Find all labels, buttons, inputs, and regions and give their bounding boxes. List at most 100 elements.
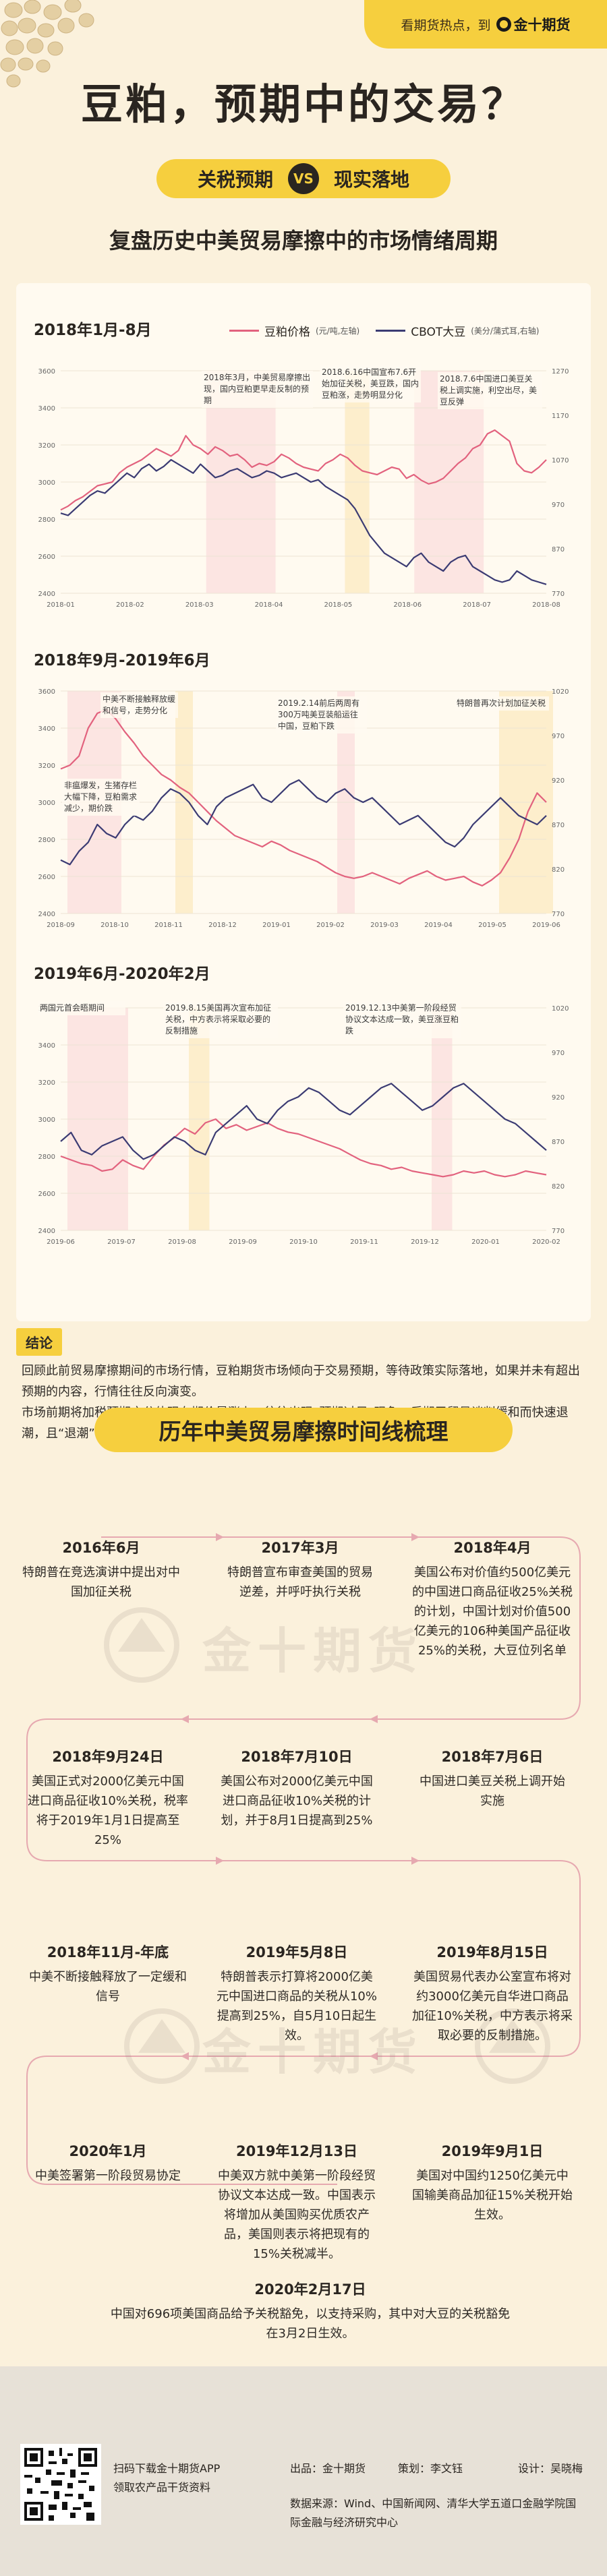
footer-data-source: 数据来源：Wind、中国新闻网、清华大学五道口金融学院国际金融与经济研究中心 bbox=[290, 2497, 577, 2529]
header: 看期货热点，到 金十期货 bbox=[0, 0, 607, 147]
x-tick-label: 2018-06 bbox=[393, 601, 422, 609]
theme-pill: 关税预期 VS 现实落地 bbox=[156, 159, 451, 198]
event-desc: 美国公布对2000亿美元中国进口商品征收10%关税的计划，并于8月1日提高到25… bbox=[221, 1774, 373, 1828]
header-tagline-bar[interactable]: 看期货热点，到 金十期货 bbox=[364, 0, 607, 49]
event-date: 2019年12月13日 bbox=[236, 2143, 357, 2159]
event-desc: 中国进口美豆关税上调开始实施 bbox=[420, 1774, 565, 1808]
y-left-tick-label: 2800 bbox=[38, 1154, 55, 1161]
app-line-1[interactable]: 扫码下载金十期货APP bbox=[113, 2462, 221, 2475]
event-date: 2017年3月 bbox=[261, 1540, 339, 1556]
annotation-text: 特朗普再次计划加征关税 bbox=[455, 696, 549, 711]
x-tick-label: 2018-07 bbox=[463, 601, 491, 609]
chart-annotation: 非瘟爆发，生猪存栏大幅下降，豆粕需求减少，期价跌 bbox=[62, 779, 140, 816]
event-date: 2020年2月17日 bbox=[254, 2281, 366, 2298]
x-tick-label: 2019-04 bbox=[424, 922, 453, 929]
event-date: 2018年11月-年底 bbox=[47, 1944, 169, 1960]
y-right-tick-label: 1270 bbox=[552, 368, 569, 376]
x-tick-label: 2020-01 bbox=[471, 1238, 500, 1246]
legend-unit-soymeal: (元/吨,左轴) bbox=[316, 326, 360, 336]
timeline-event: 2018年11月-年底 中美不断接触释放了一定缓和信号 bbox=[27, 1942, 189, 2006]
soymeal-price-line bbox=[60, 709, 547, 887]
event-desc: 美国贸易代表办公室宣布将对约3000亿美元自华进口商品加征10%关税，中方表示将… bbox=[411, 1970, 573, 2043]
pill-right-label: 现实落地 bbox=[334, 169, 410, 191]
event-desc: 特朗普表示打算将2000亿美元中国进口商品的关税从10%提高到25%，自5月10… bbox=[216, 1970, 377, 2043]
timeline-event: 2018年4月 美国公布对价值约500亿美元的中国进口商品征收25%关税的计划，… bbox=[411, 1537, 573, 1660]
timeline-event: 2016年6月 特朗普在竞选演讲中提出对中国加征关税 bbox=[20, 1537, 182, 1602]
y-right-tick-label: 820 bbox=[552, 1183, 565, 1191]
chart-2018sep-2019jun: 2400 2600 2800 3000 3200 3400 3600 770 820 870 920… bbox=[38, 688, 569, 929]
chart-annotation: 中美不断接触释放缓和信号，走势分化 bbox=[100, 692, 178, 718]
chart1-title: 2018年1月-8月 bbox=[34, 322, 152, 339]
timeline-event: 2019年5月8日 特朗普表示打算将2000亿美元中国进口商品的关税从10%提高… bbox=[216, 1942, 378, 2045]
watermark-2: 金十期货 bbox=[202, 2024, 424, 2080]
annotation-text: 2019.2.14前后两周有300万吨美豆装船运往中国，豆粕下跌 bbox=[276, 696, 367, 733]
y-left-tick-label: 3600 bbox=[38, 688, 55, 696]
qr-pattern bbox=[24, 2448, 97, 2521]
footer-credit-planner: 策划：李文钰 bbox=[398, 2462, 463, 2475]
timeline-event: 2020年2月17日 中国对696项美国商品给予关税豁免，以支持采购，其中对大豆… bbox=[108, 2279, 513, 2343]
brand-name: 金十期货 bbox=[513, 17, 571, 33]
brand-logo: 金十期货 bbox=[496, 14, 571, 34]
event-desc: 中美签署第一阶段贸易协定 bbox=[35, 2169, 181, 2183]
y-left-tick-label: 2800 bbox=[38, 837, 55, 844]
soybean-decoration bbox=[0, 0, 94, 88]
y-left-tick-label: 3200 bbox=[38, 1079, 55, 1087]
timeline-event: 2018年7月10日 美国公布对2000亿美元中国进口商品征收10%关税的计划，… bbox=[216, 1746, 378, 1830]
chart-annotation: 2018年3月，中美贸易摩擦出现，国内豆粕更早走反制的预期 bbox=[202, 371, 313, 408]
legend-swatch-cbot bbox=[376, 330, 406, 332]
vs-badge: VS bbox=[288, 163, 319, 194]
y-left-tick-label: 2600 bbox=[38, 553, 55, 561]
annotation-text: 2019.12.13中美第一阶段经贸协议文本达成一致，美豆涨豆粕跌 bbox=[343, 1001, 461, 1038]
event-desc: 特朗普在竞选演讲中提出对中国加征关税 bbox=[22, 1565, 180, 1599]
footer-credit-designer: 设计：吴晓梅 bbox=[518, 2462, 583, 2475]
watermark-logo-icon-3 bbox=[475, 2008, 550, 2084]
y-right-tick-label: 920 bbox=[552, 777, 565, 785]
timeline-event: 2018年9月24日 美国正式对2000亿美元中国进口商品征收10%关税，税率将… bbox=[27, 1746, 189, 1850]
jin10-logo-icon bbox=[496, 17, 511, 32]
app-line-2: 领取农产品干货资料 bbox=[113, 2481, 211, 2494]
timeline-event: 2020年1月 中美签署第一阶段贸易协定 bbox=[27, 2140, 189, 2186]
event-date: 2018年7月10日 bbox=[241, 1749, 353, 1765]
chart-2018-jan-aug: 2400 2600 2800 3000 3200 3400 3600 770 870 970 107… bbox=[38, 365, 569, 609]
timeline-event: 2017年3月 特朗普宣布审查美国的贸易逆差，并呼吁执行关税 bbox=[223, 1537, 378, 1602]
y-left-tick-label: 3400 bbox=[38, 1042, 55, 1050]
pill-left-label: 关税预期 bbox=[197, 169, 273, 191]
y-left-tick-label: 3000 bbox=[38, 1116, 55, 1124]
timeline-title: 历年中美贸易摩擦时间线梳理 bbox=[94, 1408, 513, 1452]
x-tick-label: 2018-09 bbox=[47, 922, 75, 929]
y-right-tick-label: 770 bbox=[552, 1228, 565, 1235]
y-left-tick-label: 3200 bbox=[38, 442, 55, 450]
timeline-event: 2019年12月13日 中美双方就中美第一阶段经贸协议文本达成一致。中国表示将增… bbox=[216, 2140, 378, 2264]
chart-legend: 豆粕价格 (元/吨,左轴) CBOT大豆 (美分/蒲式耳,右轴) bbox=[229, 322, 539, 339]
y-left-tick-label: 2800 bbox=[38, 516, 55, 524]
event-desc: 中国对696项美国商品给予关税豁免，以支持采购，其中对大豆的关税豁免在3月2日生… bbox=[110, 2307, 511, 2341]
legend-label-cbot: CBOT大豆 bbox=[411, 326, 466, 339]
timeline-event: 2019年9月1日 美国对中国约1250亿美元中国输美商品加征15%关税开始生效… bbox=[411, 2140, 573, 2225]
x-tick-label: 2019-07 bbox=[107, 1238, 136, 1246]
chart-annotation: 两国元首会晤期间 bbox=[38, 1001, 125, 1015]
y-left-tick-label: 3400 bbox=[38, 405, 55, 413]
y-right-tick-label: 970 bbox=[552, 1050, 565, 1057]
y-right-tick-label: 920 bbox=[552, 1094, 565, 1102]
footer bbox=[0, 2366, 607, 2576]
cbot-soybean-line bbox=[60, 458, 547, 585]
y-left-tick-label: 2600 bbox=[38, 1191, 55, 1198]
event-date: 2018年4月 bbox=[453, 1540, 531, 1556]
chart-annotation: 2019.2.14前后两周有300万吨美豆装船运往中国，豆粕下跌 bbox=[276, 696, 367, 733]
y-left-tick-label: 2400 bbox=[38, 911, 55, 918]
event-date: 2016年6月 bbox=[62, 1540, 140, 1556]
x-tick-label: 2019-12 bbox=[411, 1238, 439, 1246]
x-tick-label: 2019-01 bbox=[262, 922, 291, 929]
y-left-tick-label: 3000 bbox=[38, 479, 55, 487]
event-desc: 特朗普宣布审查美国的贸易逆差，并呼吁执行关税 bbox=[227, 1565, 373, 1599]
tagline-text: 看期货热点，到 bbox=[401, 18, 491, 33]
qr-code-icon[interactable] bbox=[20, 2444, 101, 2525]
annotation-text: 2018.6.16中国宣布7.6开始加征关税，美豆跌，国内豆粕涨，走势明显分化 bbox=[320, 365, 421, 402]
event-date: 2020年1月 bbox=[69, 2143, 147, 2159]
y-right-tick-label: 820 bbox=[552, 866, 565, 874]
y-right-tick-label: 870 bbox=[552, 1139, 565, 1146]
cbot-soybean-line bbox=[60, 1083, 547, 1160]
watermark-1: 金十期货 bbox=[202, 1623, 424, 1679]
chart-annotation: 2019.8.15美国再次宣布加征关税，中方表示将采取必要的反制措施 bbox=[163, 1001, 278, 1038]
page-title: 豆粕，预期中的交易？ bbox=[80, 80, 526, 129]
